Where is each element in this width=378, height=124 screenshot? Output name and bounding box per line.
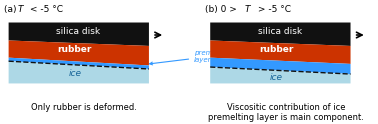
- Text: < -5 °C: < -5 °C: [27, 5, 63, 14]
- Polygon shape: [210, 58, 350, 74]
- Text: Only rubber is deformed.: Only rubber is deformed.: [31, 103, 137, 112]
- Polygon shape: [9, 58, 149, 69]
- Text: Viscositic contribution of ice
premelting layer is main component.: Viscositic contribution of ice premeltin…: [208, 103, 364, 122]
- Polygon shape: [9, 40, 149, 65]
- Polygon shape: [210, 23, 350, 46]
- Polygon shape: [210, 67, 350, 83]
- Polygon shape: [9, 61, 149, 83]
- Text: silica disk: silica disk: [257, 27, 302, 36]
- Text: ice: ice: [68, 69, 81, 78]
- Text: rubber: rubber: [259, 45, 294, 54]
- Text: premelting
layer: premelting layer: [150, 50, 232, 65]
- Text: (a): (a): [4, 5, 19, 14]
- Text: rubber: rubber: [57, 45, 92, 54]
- Text: silica disk: silica disk: [56, 27, 100, 36]
- Text: T: T: [17, 5, 23, 14]
- Text: (b) 0 >: (b) 0 >: [205, 5, 240, 14]
- Text: T: T: [245, 5, 250, 14]
- Text: > -5 °C: > -5 °C: [254, 5, 291, 14]
- Text: ice: ice: [270, 73, 283, 82]
- Polygon shape: [210, 40, 350, 64]
- Polygon shape: [9, 23, 149, 46]
